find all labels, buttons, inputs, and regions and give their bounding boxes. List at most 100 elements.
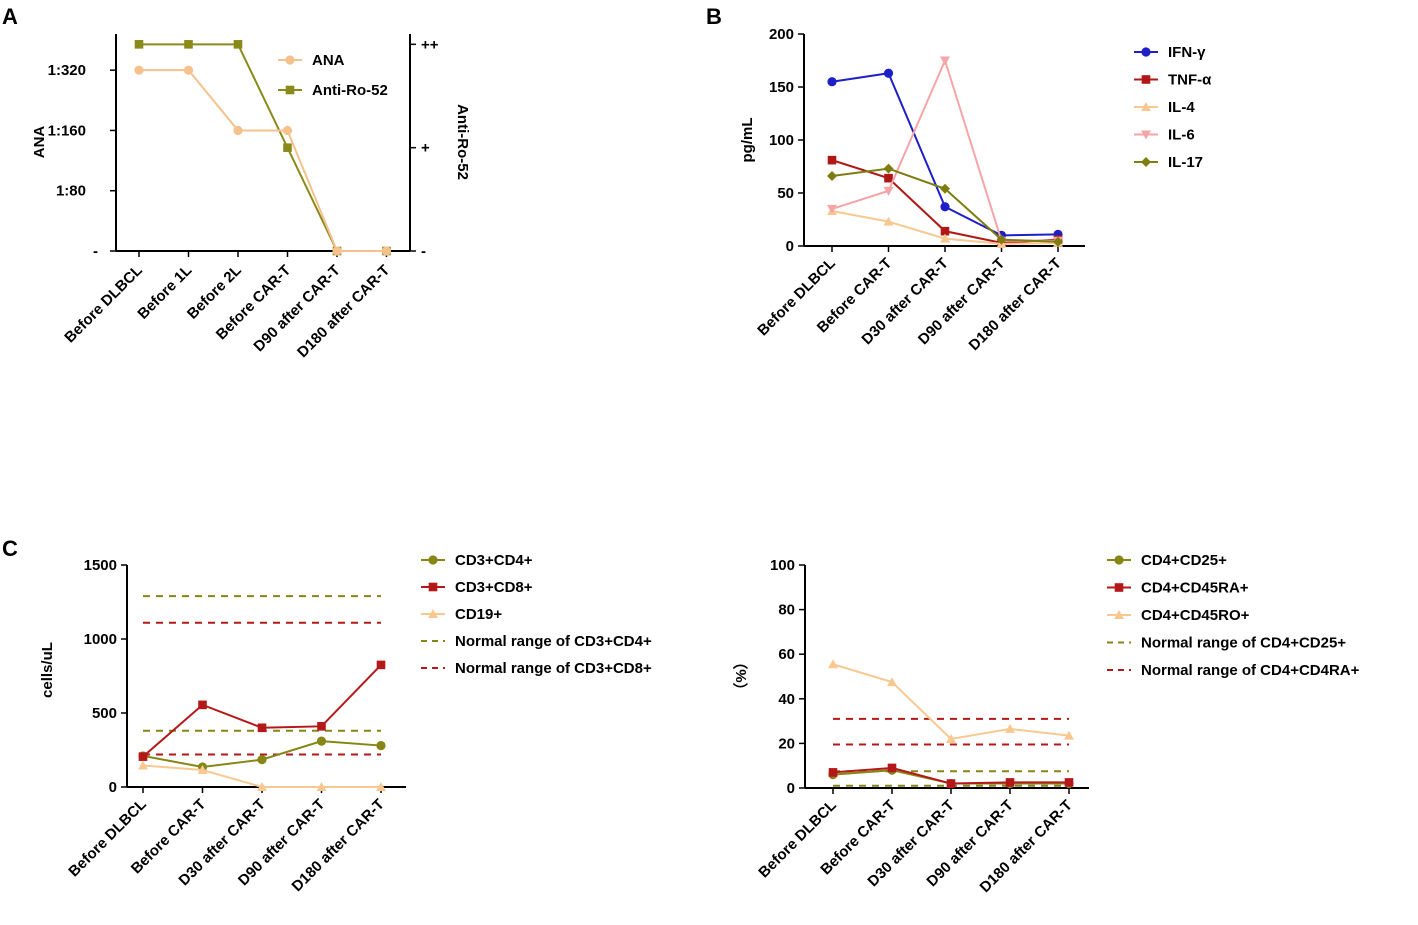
data-point <box>197 764 208 774</box>
data-point <box>1053 236 1063 247</box>
data-point <box>883 163 894 174</box>
data-point <box>940 233 950 243</box>
y-tick-label: 80 <box>778 602 795 619</box>
legend-label: Normal range of CD3+CD8+ <box>455 660 652 677</box>
x-tick-label: D180 after CAR-T <box>294 262 393 361</box>
legend-label: Normal range of CD4+CD4RA+ <box>1141 662 1360 679</box>
series-line <box>139 43 387 252</box>
data-point <box>828 768 838 777</box>
y-tick-label: 20 <box>778 735 795 752</box>
data-point <box>827 171 837 182</box>
data-point <box>828 659 838 669</box>
data-point <box>134 65 144 75</box>
legend-label: CD19+ <box>455 606 502 623</box>
y-tick-label: 150 <box>769 79 794 96</box>
legend-label: CD4+CD25+ <box>1141 552 1227 569</box>
y-tick-label: 0 <box>109 779 117 796</box>
data-point <box>283 143 292 152</box>
data-point <box>827 204 837 214</box>
data-point <box>257 723 267 733</box>
data-point <box>883 68 894 78</box>
legend-label: IFN-γ <box>1168 44 1206 61</box>
legend-marker <box>1114 583 1124 592</box>
legend-marker <box>1141 75 1151 84</box>
data-point <box>946 733 956 743</box>
panel-label-a: A <box>2 4 18 29</box>
data-point <box>946 779 956 788</box>
legend-label: CD4+CD45RO+ <box>1141 607 1250 624</box>
series-line <box>831 57 1058 242</box>
data-point <box>134 40 144 49</box>
data-point <box>887 763 897 773</box>
legend-label: Normal range of CD4+CD25+ <box>1141 635 1346 652</box>
y-tick-label: 0 <box>787 780 795 797</box>
y-tick-label: 1:80 <box>56 183 86 200</box>
legend-marker <box>1141 130 1151 140</box>
y-tick-label: 1:320 <box>48 62 86 79</box>
legend-label: IL-6 <box>1168 127 1195 144</box>
x-tick-label: Before DLBCL <box>61 262 146 347</box>
legend-marker <box>285 85 295 95</box>
data-point <box>827 77 837 87</box>
y-tick-label: 1:160 <box>48 122 86 139</box>
data-point <box>316 782 327 791</box>
legend-label: IL-4 <box>1168 99 1195 116</box>
y-tick-label: 1500 <box>84 557 117 574</box>
data-point <box>233 125 243 136</box>
y-axis-title: cells/uL <box>39 642 56 698</box>
data-point <box>376 782 386 791</box>
data-point <box>940 226 950 236</box>
panel-label-c: C <box>2 536 18 561</box>
y-tick-label: 100 <box>769 132 794 149</box>
y2-tick-label: - <box>421 243 426 260</box>
y2-tick-label: ++ <box>421 36 439 53</box>
y-tick-label: 500 <box>92 705 117 722</box>
data-point <box>257 755 267 765</box>
legend-marker <box>1114 555 1124 565</box>
data-point <box>316 736 327 746</box>
legend-marker <box>1141 157 1151 167</box>
legend-label: TNF-α <box>1168 72 1212 89</box>
legend-marker <box>1114 610 1124 619</box>
y2-axis-title: Anti-Ro-52 <box>454 104 471 180</box>
data-point <box>332 246 342 256</box>
data-point <box>184 40 193 49</box>
y-tick-label: 50 <box>777 185 794 202</box>
y-tick-label: 100 <box>770 557 795 574</box>
data-point <box>376 660 386 670</box>
y-axis-title: （%） <box>732 654 750 697</box>
data-point <box>376 740 386 751</box>
y-tick-label: 200 <box>769 26 794 43</box>
legend-marker <box>285 55 295 65</box>
data-point <box>887 677 897 687</box>
data-point <box>827 155 837 165</box>
data-point <box>1005 778 1015 787</box>
data-point <box>138 752 148 761</box>
data-point <box>883 186 894 196</box>
data-point <box>883 216 894 226</box>
legend-label: Normal range of CD3+CD4+ <box>455 633 652 650</box>
y-tick-label: 60 <box>778 646 795 663</box>
data-point <box>317 722 326 731</box>
y-axis-title: ANA <box>31 126 48 159</box>
data-point <box>940 56 950 66</box>
legend-marker <box>428 555 438 565</box>
y-tick-label: - <box>93 243 98 260</box>
y-tick-label: 0 <box>786 238 794 255</box>
data-point <box>138 760 148 770</box>
data-point <box>1064 778 1074 787</box>
legend-marker <box>1141 102 1151 111</box>
legend-marker <box>428 582 438 592</box>
x-tick-label: D90 after CAR-T <box>250 262 343 355</box>
data-point <box>257 782 267 791</box>
series-line <box>139 69 387 252</box>
legend-label: IL-17 <box>1168 154 1203 171</box>
data-point <box>381 246 392 256</box>
data-point <box>233 40 243 49</box>
y-tick-label: 1000 <box>84 631 117 648</box>
data-point <box>940 202 950 212</box>
data-point <box>282 125 293 136</box>
series-line <box>832 663 1070 741</box>
